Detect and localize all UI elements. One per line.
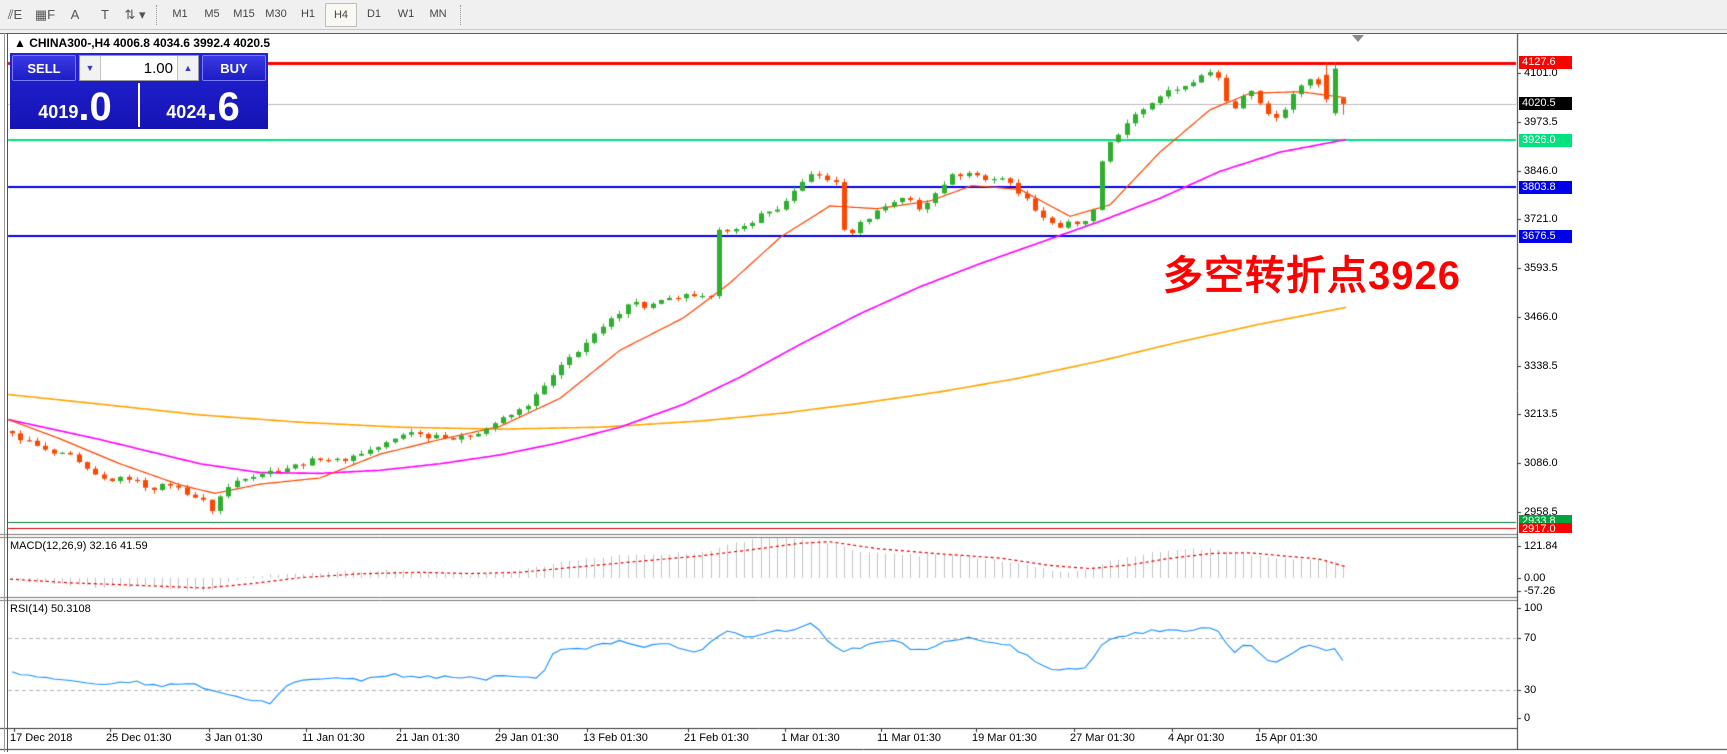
price-badge-2917.0: 2917.0 (1519, 523, 1572, 533)
price-badge-3676.5: 3676.5 (1519, 230, 1572, 243)
sell-price[interactable]: 4019 .0 (12, 83, 140, 127)
time-axis-label: 19 Mar 01:30 (972, 732, 1037, 744)
macd-axis-tick: 121.84 (1524, 540, 1558, 552)
time-axis-label: 4 Apr 01:30 (1168, 732, 1225, 744)
time-axis-label: 15 Apr 01:30 (1255, 732, 1318, 744)
rsi-axis-tick: 30 (1524, 684, 1537, 696)
volume-decrease-button[interactable]: ▼ (80, 56, 101, 80)
buy-price-decimal: .6 (206, 85, 240, 129)
timeframe-button-m30[interactable]: M30 (265, 7, 287, 20)
price-axis-tick: 3466.0 (1524, 311, 1558, 323)
price-badge-3803.8: 3803.8 (1519, 181, 1572, 194)
text-label-tool-icon[interactable]: T (101, 7, 109, 22)
timeframe-button-m15[interactable]: M15 (233, 7, 255, 20)
equidistant-channel-tool-icon[interactable]: ⫽E (7, 6, 23, 22)
timeframe-button-m5[interactable]: M5 (204, 7, 220, 20)
price-badge-4020.5: 4020.5 (1519, 97, 1572, 110)
timeframe-button-d1[interactable]: D1 (366, 7, 382, 20)
time-axis-label: 21 Jan 01:30 (396, 732, 460, 744)
toolbar: ⫽E ▦F A T ⇅ ▾ M1 M5 M15 M30 H1 H4 D1 W1 MN (0, 0, 1727, 30)
price-axis-tick: 3846.0 (1524, 165, 1558, 177)
chart-text-annotation[interactable]: 多空转折点3926 (1163, 254, 1461, 298)
arrows-tool-icon[interactable]: ⇅ ▾ (124, 6, 146, 22)
timeframe-group: M1 M5 M15 M30 H1 H4 D1 W1 MN (164, 2, 454, 27)
timeframe-button-h4[interactable]: H4 (325, 2, 357, 27)
toolbar-separator (460, 4, 462, 25)
macd-indicator-label: MACD(12,26,9) 32.16 41.59 (10, 540, 148, 552)
price-badge-4127.6: 4127.6 (1519, 56, 1572, 69)
price-axis-tick: 3721.0 (1524, 213, 1558, 225)
macd-axis-tick: 0.00 (1524, 572, 1546, 584)
price-axis-tick: 3973.5 (1524, 116, 1558, 128)
volume-input[interactable] (101, 56, 177, 80)
buy-price-integer: 4024 (166, 102, 207, 122)
price-axis-tick: 3213.5 (1524, 408, 1558, 420)
time-axis-label: 21 Feb 01:30 (684, 732, 749, 744)
sell-price-decimal: .0 (78, 85, 112, 129)
time-axis-label: 13 Feb 01:30 (583, 732, 648, 744)
window-left-border-inner (7, 33, 8, 752)
fibonacci-tool-icon[interactable]: ▦F (34, 6, 56, 22)
chart-shift-marker-icon[interactable] (1352, 35, 1364, 42)
price-axis-tick: 3086.0 (1524, 457, 1558, 469)
time-axis-label: 11 Jan 01:30 (302, 732, 365, 744)
time-axis-label: 11 Mar 01:30 (877, 732, 942, 744)
macd-axis-tick: -57.26 (1524, 585, 1556, 597)
time-axis-label: 1 Mar 01:30 (781, 732, 840, 744)
drawing-tools-group: ⫽E ▦F A T ⇅ ▾ (0, 4, 150, 26)
rsi-axis-tick: 100 (1524, 602, 1543, 614)
price-axis-tick: 4101.0 (1524, 67, 1558, 79)
chart-ohlc-header: ▲ CHINA300-,H4 4006.8 4034.6 3992.4 4020… (14, 36, 271, 50)
price-axis-tick: 3593.5 (1524, 262, 1558, 274)
buy-price[interactable]: 4024 .6 (140, 83, 266, 127)
volume-control: ▼ ▲ (79, 55, 199, 81)
sell-button[interactable]: SELL (12, 55, 76, 81)
rsi-axis-tick: 70 (1524, 632, 1537, 644)
time-axis-label: 27 Mar 01:30 (1070, 732, 1135, 744)
time-axis-label: 3 Jan 01:30 (205, 732, 263, 744)
timeframe-button-m1[interactable]: M1 (172, 7, 188, 20)
toolbar-separator (156, 4, 158, 25)
volume-increase-button[interactable]: ▲ (177, 56, 198, 80)
timeframe-button-mn[interactable]: MN (429, 7, 447, 20)
window-left-border (4, 33, 5, 752)
rsi-indicator-label: RSI(14) 50.3108 (10, 603, 91, 615)
time-axis-label: 17 Dec 2018 (10, 732, 73, 744)
time-axis-label: 25 Dec 01:30 (106, 732, 172, 744)
text-tool-icon[interactable]: A (70, 7, 80, 22)
timeframe-button-w1[interactable]: W1 (397, 7, 415, 20)
timeframe-button-h1[interactable]: H1 (300, 7, 316, 20)
price-axis-tick: 3338.5 (1524, 360, 1558, 372)
buy-button[interactable]: BUY (202, 55, 266, 81)
one-click-trading-panel: SELL ▼ ▲ BUY 4019 .0 4024 .6 (10, 53, 268, 129)
rsi-axis-tick: 0 (1524, 712, 1531, 724)
time-axis-label: 29 Jan 01:30 (495, 732, 559, 744)
price-badge-3926.0: 3926.0 (1519, 134, 1572, 147)
sell-price-integer: 4019 (38, 102, 79, 122)
